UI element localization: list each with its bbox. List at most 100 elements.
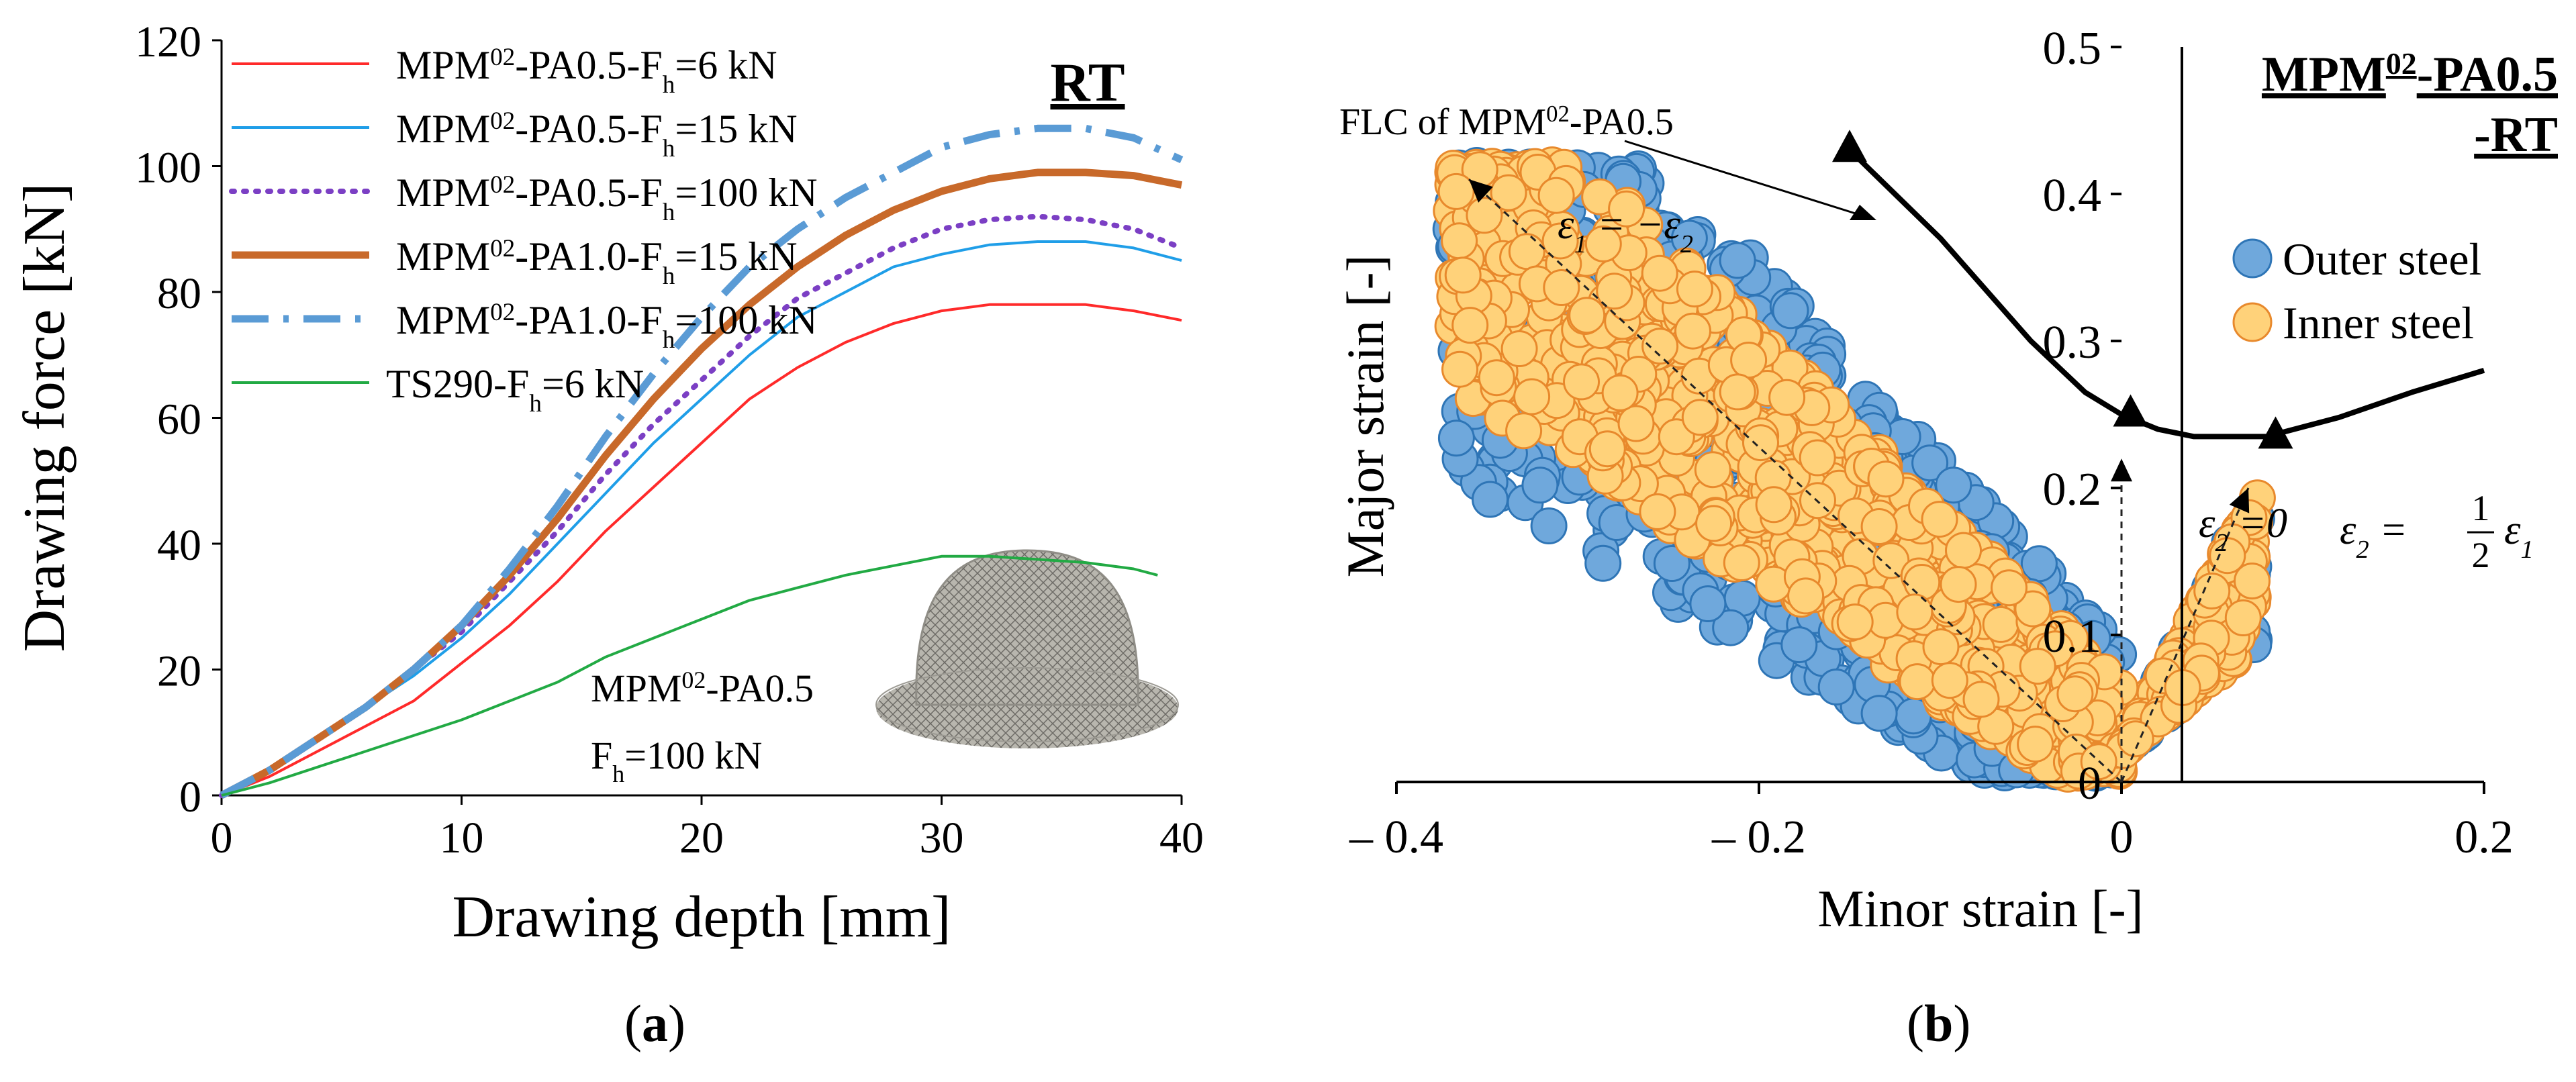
caption-a: (a) [624,994,685,1052]
scatter-point-inner-steel [1500,330,1538,367]
x-tick-label: 10 [440,814,484,863]
scatter-point-outer-steel [1780,626,1818,664]
scatter-point-inner-steel [1596,273,1633,310]
scatter-point-inner-steel [1441,222,1478,260]
y-tick-label: 80 [157,269,201,318]
caption-b: (b) [1907,994,1971,1052]
scatter-point-inner-steel [1505,412,1543,450]
panel-a: 0 20 40 60 80 100 120 0 10 20 30 40 Drawing depth … [0,0,1276,1082]
scatter-point-outer-steel [1935,466,1972,504]
legend-label: MPM02-PA0.5-Fh=100 kN [396,170,818,226]
scatter-point-inner-steel [1601,374,1639,411]
scatter-point-inner-steel [1490,174,1527,211]
x-tick-label: – 0.4 [1349,811,1443,863]
scatter-point-inner-steel [1860,508,1898,545]
inset-label-material: MPM02-PA0.5 [591,667,814,710]
scatter-point-inner-steel [1922,628,1960,666]
scatter-point-inner-steel [1945,532,1982,569]
scatter-point-outer-steel [1521,466,1559,504]
scatter-point-inner-steel [1799,439,1836,477]
scatter-point-inner-steel [1872,542,1910,579]
series-line-1 [221,303,1182,797]
x-tick-label: 0.2 [2454,811,2514,863]
x-axis-label: Minor strain [-] [1817,879,2143,938]
scatter-point-inner-steel [2234,562,2271,600]
chart-title-rt: RT [1050,52,1125,113]
flc-pointer-arrowhead [1850,205,1876,220]
strain-path-arrowhead [2111,458,2132,482]
y-tick-label: 40 [157,521,201,570]
scatter-point-outer-steel [2020,545,2058,583]
label-plane-strain-path: ε2 =0 [2199,501,2287,557]
inset-label-force: Fh=100 kN [591,734,762,787]
flc-marker [2113,394,2148,427]
scatter-point-inner-steel [1639,493,1676,530]
scatter-point-inner-steel [1537,177,1575,214]
scatter-point-inner-steel [1694,451,1731,489]
scatter-point-outer-steel [1772,292,1809,330]
drawn-cup-photo [875,549,1179,748]
flc-marker [1832,130,1867,162]
scatter-point-outer-steel [1530,507,1568,544]
legend-label: TS290-Fh=6 kN [386,362,644,417]
forming-limit-chart: – 0.4– 0.2 0 0.2 00.10.20.30.40.5 Minor st… [1316,0,2576,940]
y-tick-label: 0.2 [2043,464,2102,515]
scatter-point-inner-steel [1466,197,1503,234]
scatter-point-inner-steel [1768,379,1806,416]
scatter-point-inner-steel [1695,505,1733,542]
flc-pointer-arrow [1624,140,1860,216]
scatter-point-inner-steel [1921,501,1958,538]
series-line-4 [220,168,1183,799]
x-tick-label: 20 [679,814,724,863]
scatter-point-outer-steel [1911,444,1949,482]
chart-title-line2: -RT [2474,107,2558,162]
scatter-point-inner-steel [1584,225,1622,262]
legend-label: MPM02-PA1.0-Fh=15 kN [396,234,798,290]
scatter-point-inner-steel [1451,307,1489,344]
scatter-point-inner-steel [1991,569,2028,607]
biax-frac-num: 1 [2472,488,2490,528]
label-uniaxial-path: ε1 = −ε2 [1558,202,1693,258]
legend-label: MPM02-PA0.5-Fh=6 kN [396,43,777,99]
scatter-point-inner-steel [1962,681,2000,718]
scatter-point-inner-steel [1508,233,1545,270]
y-tick-label: 0 [2078,758,2101,809]
scatter-point-inner-steel [1931,662,1968,699]
scatter-point-inner-steel [1867,460,1905,498]
flc-marker [2258,416,2293,449]
legend-marker [2232,302,2273,342]
biax-frac-den: 2 [2472,535,2490,575]
scatter-point-inner-steel [1563,363,1600,401]
scatter-point-inner-steel [1787,577,1825,615]
scatter-point-inner-steel [1896,593,1934,631]
y-tick-label: 120 [135,17,201,66]
scatter-point-inner-steel [1441,350,1478,388]
scatter-point-inner-steel [1982,605,2019,643]
scatter-point-inner-steel [1674,312,1711,350]
x-tick-label: – 0.2 [1711,811,1806,863]
scatter-point-inner-steel [1676,270,1713,308]
y-tick-label: 100 [135,144,201,193]
legend: Outer steel Inner steel [2232,234,2481,348]
y-axis-label: Drawing force [kN] [12,183,77,652]
scatter-point-inner-steel [1755,486,1793,524]
y-tick-label: 60 [157,395,201,444]
scatter-point-outer-steel [1817,669,1855,705]
legend-label: MPM02-PA1.0-Fh=100 kN [396,298,818,354]
scatter-point-inner-steel [1742,424,1779,462]
biax-rhs: ε1 [2504,507,2534,564]
scatter-point-outer-steel [1584,544,1622,582]
scatter-point-inner-steel [1836,603,1874,641]
legend-label: MPM02-PA0.5-Fh=15 kN [396,107,798,162]
scatter-point-outer-steel [1653,545,1690,582]
flc-curve [1848,148,2485,440]
scatter-point-inner-steel [1641,328,1679,365]
legend: MPM02-PA0.5-Fh=6 kN MPM02-PA0.5-Fh=15 kN M… [229,43,818,417]
scatter-point-outer-steel [1860,695,1898,732]
scatter-point-outer-steel [1689,585,1727,622]
scatter-point-inner-steel [1588,430,1626,468]
scatter-point-inner-steel [1719,373,1756,411]
scatter-point-outer-steel [1719,242,1756,279]
scatter-point-inner-steel [1541,222,1579,260]
scatter-point-inner-steel [2017,726,2054,763]
